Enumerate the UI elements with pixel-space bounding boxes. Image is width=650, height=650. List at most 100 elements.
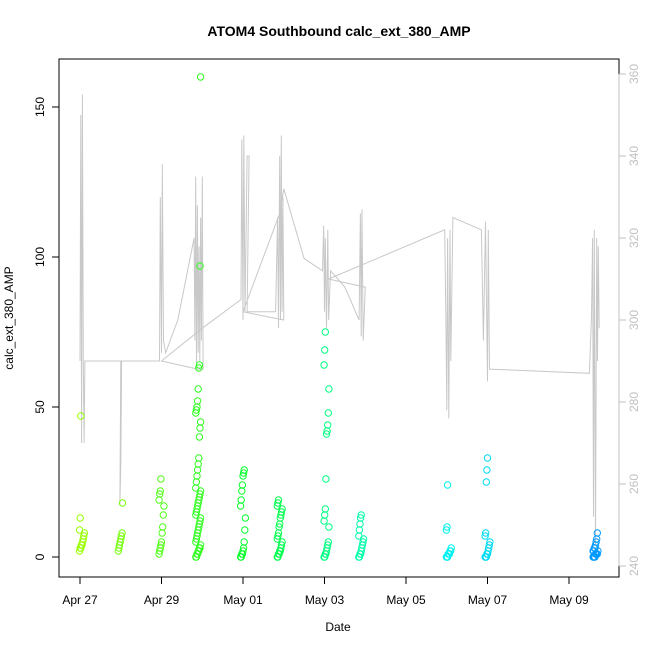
data-point	[238, 487, 246, 495]
data-point	[483, 454, 492, 462]
plot-frame	[58, 58, 620, 578]
x-tick-label: May 09	[549, 593, 589, 607]
y2-tick-label: 240	[627, 556, 641, 576]
x-axis: Apr 27 Apr 29 May 01 May 03 May 05 May 07 May …	[62, 576, 589, 607]
line-series	[79, 94, 600, 546]
data-point	[239, 469, 248, 477]
data-point	[356, 514, 365, 522]
data-point	[483, 466, 491, 474]
data-point	[195, 361, 204, 369]
data-point	[321, 328, 329, 336]
data-point	[277, 508, 286, 516]
data-point	[196, 424, 204, 432]
data-point	[192, 406, 201, 414]
data-point	[118, 529, 126, 537]
data-point	[321, 505, 329, 513]
data-point	[592, 538, 600, 546]
data-point	[482, 478, 490, 486]
data-point	[324, 538, 332, 546]
data-point	[482, 529, 490, 537]
data-point	[593, 529, 601, 537]
y2-tick-label: 280	[627, 392, 641, 412]
data-point	[196, 490, 204, 498]
data-point	[322, 475, 330, 483]
data-point	[320, 361, 328, 369]
data-point	[238, 481, 247, 489]
data-point	[75, 526, 84, 534]
x-axis-label: Date	[325, 620, 351, 634]
data-point	[193, 397, 202, 405]
data-point	[447, 544, 455, 552]
data-point	[196, 418, 205, 426]
data-point	[481, 532, 489, 540]
data-point	[324, 421, 332, 429]
data-point	[195, 364, 203, 372]
data-point	[193, 466, 202, 474]
y-tick-label: 150	[33, 97, 47, 117]
scatter-series	[75, 73, 602, 561]
data-point	[156, 490, 164, 498]
data-point	[236, 502, 245, 510]
y-tick-label: 100	[33, 247, 47, 267]
data-point	[158, 529, 166, 537]
data-point	[118, 499, 127, 507]
data-point	[355, 532, 363, 540]
x-tick-label: May 03	[305, 593, 345, 607]
chart-title: ATOM4 Southbound calc_ext_380_AMP	[207, 23, 470, 39]
data-point	[159, 523, 167, 531]
line-path	[79, 94, 600, 546]
y-axis: 0 50 100 150	[33, 97, 60, 560]
data-point	[239, 547, 247, 555]
data-point	[193, 472, 201, 480]
data-point	[155, 496, 163, 504]
data-point	[157, 541, 165, 549]
data-point	[76, 514, 84, 522]
y-tick-label: 0	[33, 553, 47, 560]
data-point	[159, 511, 168, 519]
data-point	[80, 532, 88, 540]
data-point	[356, 520, 364, 528]
x-tick-label: Apr 29	[144, 593, 180, 607]
data-point	[275, 523, 283, 531]
data-point	[160, 502, 168, 510]
data-point	[277, 541, 286, 549]
y2-axis: 240 260 280 300 320 340 360	[618, 64, 641, 576]
data-point	[195, 454, 203, 462]
data-point	[325, 385, 333, 393]
y-axis-label: calc_ext_380_AMP	[2, 266, 16, 369]
data-point	[156, 487, 165, 495]
data-point	[321, 346, 329, 354]
data-point	[357, 511, 365, 519]
data-point	[486, 538, 494, 546]
data-point	[157, 538, 166, 546]
data-point	[192, 484, 200, 492]
data-point	[192, 478, 201, 486]
x-tick-label: May 01	[223, 593, 263, 607]
data-point	[324, 409, 332, 417]
x-tick-label: Apr 27	[62, 593, 98, 607]
data-point	[274, 532, 282, 540]
data-point	[241, 526, 249, 534]
data-point	[320, 517, 328, 525]
data-point	[196, 73, 205, 81]
data-point	[485, 541, 493, 549]
x-tick-label: May 05	[386, 593, 426, 607]
data-point	[274, 499, 282, 507]
data-point	[355, 526, 364, 534]
data-point	[443, 481, 452, 489]
data-point	[241, 514, 250, 522]
y2-tick-label: 320	[627, 228, 641, 248]
y2-tick-label: 300	[627, 310, 641, 330]
data-point	[194, 385, 202, 393]
data-point	[196, 517, 204, 525]
data-point	[194, 460, 202, 468]
y-tick-label: 50	[33, 400, 47, 414]
data-point	[446, 547, 455, 555]
data-point	[322, 430, 331, 438]
y2-tick-label: 360	[627, 64, 641, 84]
data-point	[325, 523, 333, 531]
data-point	[195, 433, 204, 441]
data-point	[321, 511, 329, 519]
y2-tick-label: 260	[627, 474, 641, 494]
